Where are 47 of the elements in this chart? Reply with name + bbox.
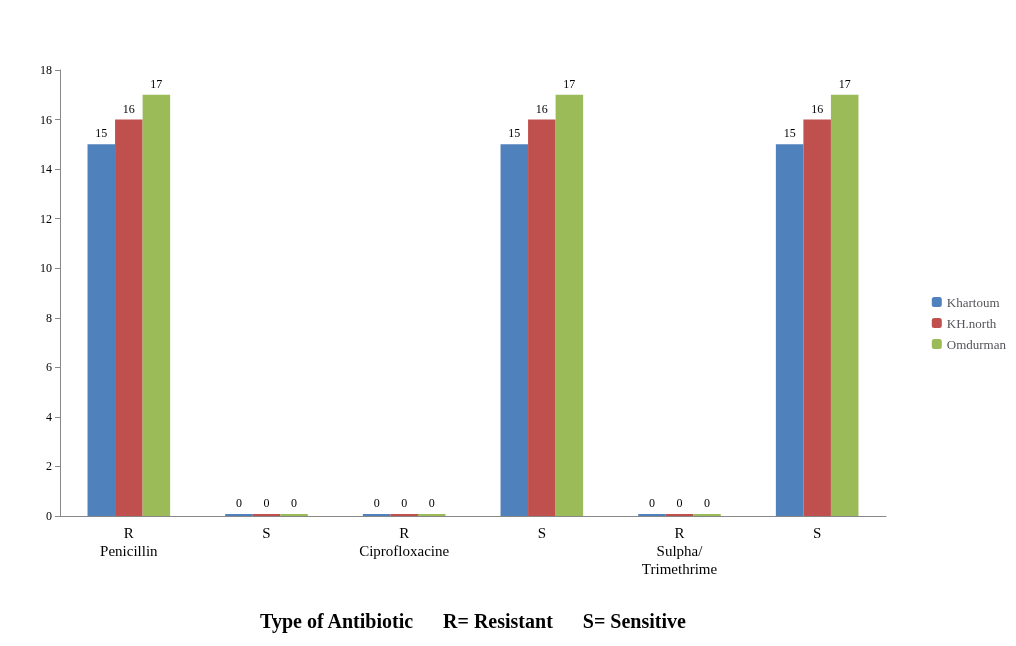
y-tick-label: 6 xyxy=(46,360,52,375)
data-label: 15 xyxy=(508,126,521,141)
legend-label: Omdurman xyxy=(946,336,1007,352)
bar xyxy=(830,94,859,516)
x-tick-label: R Penicillin xyxy=(100,525,159,559)
x-tick-label: S xyxy=(812,525,822,541)
bar xyxy=(555,94,584,516)
data-label: 15 xyxy=(783,126,796,141)
x-tick-label: R Sulpha/ Trimethrime xyxy=(641,525,718,577)
data-label: 17 xyxy=(563,76,576,91)
y-tick-label: 18 xyxy=(40,63,52,77)
x-tick-label: S xyxy=(262,525,271,541)
data-label: 16 xyxy=(122,101,135,116)
legend-label: KH.north xyxy=(946,315,997,331)
data-label: 17 xyxy=(838,76,851,91)
y-tick-label: 10 xyxy=(40,261,52,276)
bar xyxy=(87,144,116,516)
data-label: 0 xyxy=(401,496,408,510)
data-label: 0 xyxy=(373,496,380,510)
y-tick-label: 12 xyxy=(40,211,52,226)
x-axis-title: Type of Antibiotic R= Resistant S= Sensitive xyxy=(260,610,686,633)
x-tick-label: S xyxy=(537,525,547,541)
data-label: 0 xyxy=(428,496,435,510)
data-label: 0 xyxy=(676,496,683,510)
data-label: 17 xyxy=(150,76,163,91)
y-tick-label: 14 xyxy=(40,162,52,177)
data-label: 16 xyxy=(811,101,824,116)
data-label: 0 xyxy=(291,496,298,510)
bar xyxy=(115,119,143,516)
y-tick-label: 2 xyxy=(46,459,52,474)
data-label: 15 xyxy=(95,126,108,141)
bar xyxy=(142,94,171,516)
bar xyxy=(528,119,556,516)
y-tick-label: 16 xyxy=(40,112,52,127)
y-tick-label: 8 xyxy=(46,310,52,325)
data-label: 0 xyxy=(648,496,655,510)
data-label: 0 xyxy=(704,496,711,510)
y-tick-label: 4 xyxy=(46,409,52,424)
data-label: 16 xyxy=(535,101,548,116)
data-label: 0 xyxy=(263,496,270,510)
legend-label: Khartoum xyxy=(946,294,1000,310)
data-label: 0 xyxy=(235,496,242,510)
y-tick-label: 0 xyxy=(46,509,52,523)
x-tick-label: R Ciprofloxacine xyxy=(359,525,450,559)
bar xyxy=(775,144,804,516)
bar xyxy=(803,119,831,516)
bar xyxy=(500,144,529,516)
